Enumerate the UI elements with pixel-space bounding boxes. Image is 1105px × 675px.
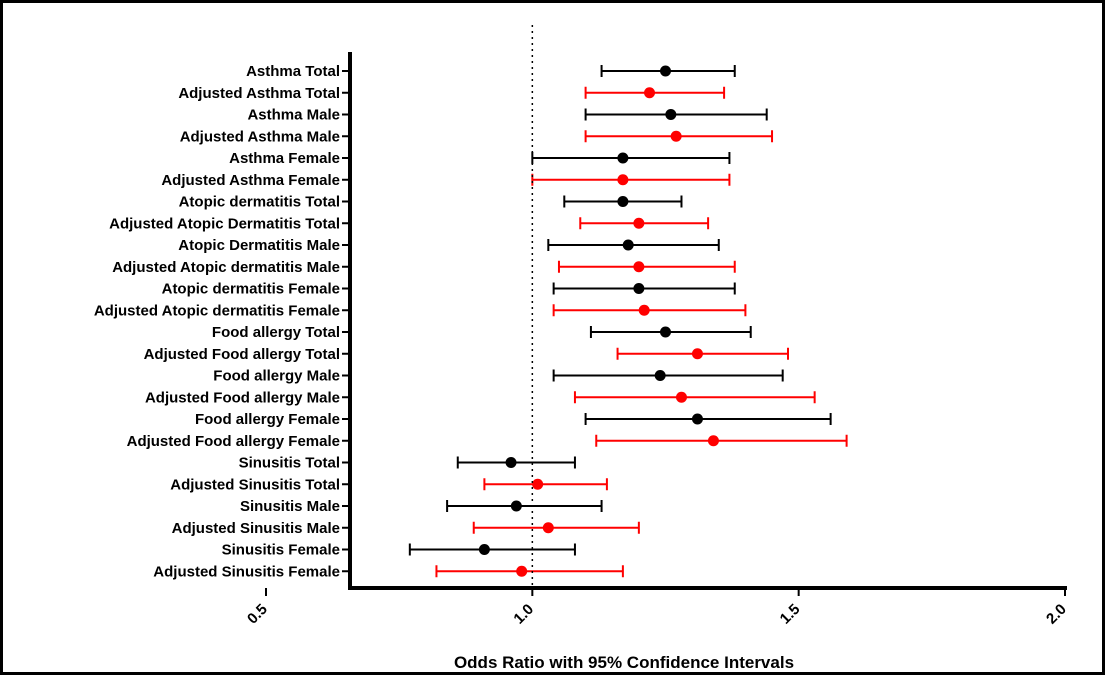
odds-ratio-point — [675, 391, 687, 403]
odds-ratio-point — [660, 65, 671, 77]
odds-ratio-point — [510, 500, 522, 512]
row-label: Sinusitis Total — [239, 455, 340, 472]
forest-row: Atopic dermatitis Female — [162, 281, 736, 298]
forest-row: Adjusted Asthma Female — [161, 172, 731, 189]
odds-ratio-point — [532, 478, 544, 490]
odds-ratio-point — [617, 196, 629, 207]
forest-row: Adjusted Atopic dermatitis Female — [94, 302, 747, 319]
row-label: Adjusted Food allergy Total — [144, 346, 340, 363]
odds-ratio-point — [660, 326, 671, 338]
row-label: Adjusted Asthma Male — [180, 128, 340, 145]
row-label: Asthma Total — [246, 63, 340, 80]
row-label: Adjusted Atopic dermatitis Male — [112, 259, 340, 276]
odds-ratio-point — [478, 544, 490, 555]
forest-row: Asthma Female — [229, 150, 731, 167]
forest-row: Adjusted Asthma Total — [178, 85, 726, 102]
forest-row: Adjusted Food allergy Female — [127, 433, 848, 450]
rows-layer: Asthma Total Adjusted Asthma Total Asthma … — [94, 63, 848, 580]
x-tick-label: 0.5 — [244, 601, 271, 628]
row-label: Atopic dermatitis Total — [179, 194, 340, 211]
forest-row: Atopic Dermatitis Male — [178, 237, 720, 254]
forest-row: Food allergy Total — [212, 324, 752, 341]
row-label: Adjusted Sinusitis Male — [172, 520, 340, 537]
odds-ratio-point — [622, 239, 634, 251]
row-label: Atopic dermatitis Female — [162, 281, 340, 298]
forest-row: Food allergy Female — [195, 411, 832, 428]
odds-ratio-point — [542, 522, 554, 534]
forest-row: Sinusitis Male — [240, 498, 603, 515]
row-label: Sinusitis Male — [240, 498, 340, 515]
forest-row: Adjusted Atopic Dermatitis Total — [109, 215, 710, 232]
odds-ratio-point — [633, 217, 645, 229]
odds-ratio-point — [691, 348, 703, 360]
row-label: Adjusted Food allergy Male — [145, 389, 340, 406]
row-label: Sinusitis Female — [222, 542, 340, 559]
x-tick-label: 2.0 — [1043, 601, 1070, 628]
forest-row: Atopic dermatitis Total — [179, 194, 683, 211]
odds-ratio-point — [505, 457, 517, 468]
odds-ratio-point — [665, 109, 677, 120]
forest-row: Sinusitis Total — [239, 455, 576, 472]
odds-ratio-point — [638, 304, 650, 316]
forest-row: Adjusted Asthma Male — [180, 128, 774, 145]
forest-row: Adjusted Sinusitis Female — [153, 563, 624, 580]
row-label: Adjusted Asthma Female — [161, 172, 340, 189]
row-label: Adjusted Asthma Total — [178, 85, 340, 102]
odds-ratio-point — [644, 87, 656, 99]
odds-ratio-point — [617, 152, 629, 164]
row-label: Adjusted Sinusitis Female — [153, 563, 340, 580]
odds-ratio-point — [670, 130, 682, 142]
row-label: Adjusted Sinusitis Total — [170, 476, 340, 493]
x-ticks: 0.5 1.0 1.5 2.0 — [244, 588, 1070, 628]
odds-ratio-point — [707, 435, 719, 447]
row-label: Adjusted Food allergy Female — [127, 433, 340, 450]
odds-ratio-point — [691, 413, 703, 425]
forest-row: Adjusted Atopic dermatitis Male — [112, 259, 736, 276]
row-label: Adjusted Atopic Dermatitis Total — [109, 215, 340, 232]
x-axis-label: Odds Ratio with 95% Confidence Intervals — [454, 653, 794, 672]
odds-ratio-point — [633, 261, 645, 273]
row-label: Atopic Dermatitis Male — [178, 237, 340, 254]
forest-row: Adjusted Sinusitis Total — [170, 476, 608, 493]
odds-ratio-point — [617, 174, 629, 186]
row-label: Asthma Male — [247, 107, 340, 124]
forest-row: Food allergy Male — [213, 368, 784, 385]
forest-row: Adjusted Food allergy Total — [144, 346, 790, 363]
odds-ratio-point — [516, 565, 528, 577]
forest-row: Sinusitis Female — [222, 542, 576, 559]
odds-ratio-point — [633, 283, 645, 294]
row-label: Food allergy Male — [213, 368, 340, 385]
forest-row: Asthma Total — [246, 63, 736, 80]
forest-row: Asthma Male — [247, 107, 768, 124]
x-tick-label: 1.5 — [777, 601, 804, 628]
forest-row: Adjusted Food allergy Male — [145, 389, 816, 406]
row-label: Asthma Female — [229, 150, 340, 167]
row-label: Adjusted Atopic dermatitis Female — [94, 302, 340, 319]
odds-ratio-point — [654, 370, 666, 381]
row-label: Food allergy Total — [212, 324, 340, 341]
x-tick-label: 1.0 — [510, 601, 537, 628]
forest-row: Adjusted Sinusitis Male — [172, 520, 640, 537]
row-label: Food allergy Female — [195, 411, 340, 428]
